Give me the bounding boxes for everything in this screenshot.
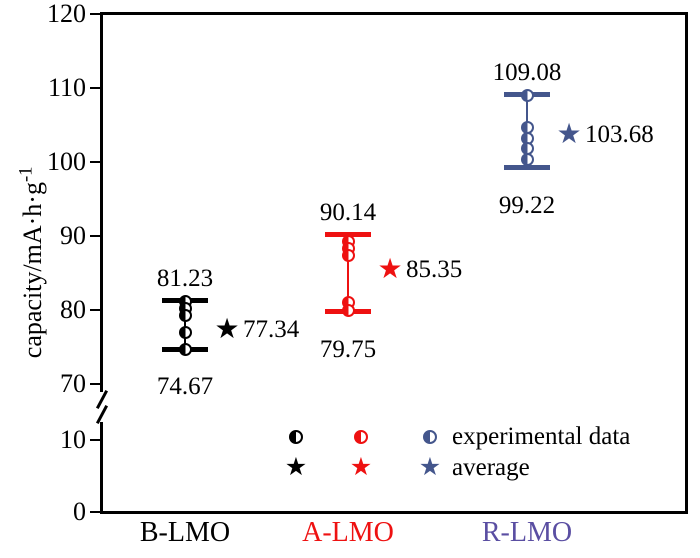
y-tick-label-10: 10 (60, 425, 86, 454)
x-axis-label-A-LMO: A-LMO (302, 517, 394, 548)
data-point-A-LMO (341, 248, 355, 262)
average-star-B-LMO: ★ (214, 313, 240, 345)
y-tick-mark-0 (90, 510, 100, 514)
legend-marker-star: ★ (418, 454, 442, 481)
y-tick-mark-70 (90, 382, 100, 386)
legend-label-0: experimental data (452, 423, 631, 450)
x-axis-label-R-LMO: R-LMO (481, 517, 573, 548)
max-value-label-A-LMO: 90.14 (319, 198, 377, 226)
y-tick-label-70: 70 (60, 369, 86, 398)
data-point-B-LMO (178, 326, 192, 340)
average-value-label-A-LMO: 85.35 (406, 256, 463, 284)
min-value-label-A-LMO: 79.75 (319, 335, 377, 363)
data-point-A-LMO (341, 304, 355, 318)
error-bar-line-B-LMO (183, 300, 187, 350)
average-star-R-LMO: ★ (556, 118, 582, 150)
max-value-label-R-LMO: 109.08 (492, 58, 562, 86)
y-tick-mark-80 (90, 308, 100, 312)
data-point-R-LMO (520, 88, 534, 102)
error-bar-cap-min-R-LMO (504, 165, 550, 171)
legend-marker-circle (354, 430, 368, 444)
y-tick-label-90: 90 (60, 221, 86, 250)
axis-break-gap (97, 392, 106, 422)
error-bar-line-A-LMO (346, 234, 350, 312)
y-tick-mark-110 (90, 86, 100, 90)
error-bar-cap-max-A-LMO (325, 232, 371, 238)
y-tick-label-100: 100 (47, 147, 86, 176)
y-tick-label-120: 120 (47, 0, 86, 28)
average-value-label-R-LMO: 103.68 (585, 120, 654, 148)
legend-marker-star: ★ (349, 454, 373, 481)
legend-label-1: average (452, 454, 530, 481)
data-point-R-LMO (520, 152, 534, 166)
max-value-label-B-LMO: 81.23 (156, 264, 214, 292)
y-tick-label-0: 0 (73, 497, 86, 526)
average-star-A-LMO: ★ (377, 254, 403, 286)
y-tick-mark-100 (90, 160, 100, 164)
y-axis-title-text: capacity/mA·h·g (18, 181, 48, 358)
legend-marker-circle (289, 430, 303, 444)
min-value-label-R-LMO: 99.22 (498, 191, 556, 219)
y-tick-mark-10 (90, 438, 100, 442)
y-tick-mark-120 (90, 12, 100, 16)
y-tick-label-80: 80 (60, 295, 86, 324)
average-value-label-B-LMO: 77.34 (243, 315, 300, 343)
y-tick-mark-90 (90, 234, 100, 238)
y-tick-label-110: 110 (47, 73, 86, 102)
data-point-B-LMO (178, 308, 192, 322)
plot-area (100, 12, 688, 514)
x-axis-label-B-LMO: B-LMO (139, 517, 231, 548)
data-point-B-LMO (178, 342, 192, 356)
min-value-label-B-LMO: 74.67 (156, 373, 214, 401)
legend-marker-star: ★ (284, 454, 308, 481)
y-axis-title: capacity/mA·h·g-1 (16, 166, 49, 358)
legend-marker-circle (423, 430, 437, 444)
